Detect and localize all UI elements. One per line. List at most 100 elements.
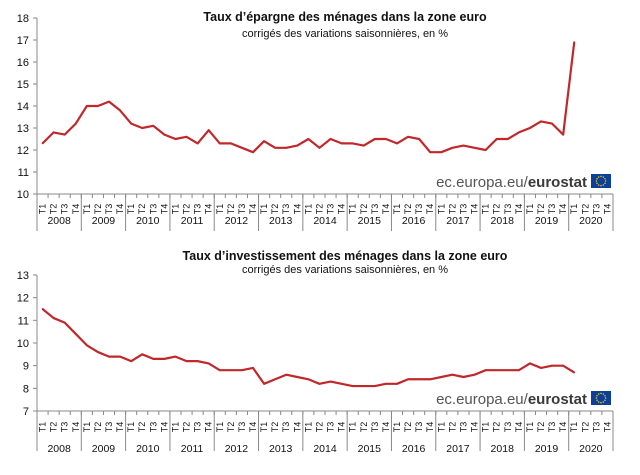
chart-title: Taux d’investissement des ménages dans l… [183,249,508,263]
data-point [495,369,498,372]
quarter-tick-label: T4 [470,204,480,215]
y-tick-label: 11 [18,167,29,179]
data-point [141,353,144,356]
data-point [163,357,166,360]
quarter-tick-label: T2 [182,422,192,433]
quarter-tick-label: T1 [348,204,358,215]
data-point [296,144,299,147]
eu-flag-star [600,175,602,178]
series-line [41,308,575,388]
data-point [207,362,210,365]
data-point [119,355,121,358]
quarter-tick-label: T3 [104,422,114,433]
data-point [174,138,177,140]
data-point [63,321,66,324]
data-point [241,146,243,149]
quarter-tick-label: T1 [348,422,358,433]
quarter-tick-label: T1 [259,422,269,433]
quarter-tick-label: T3 [281,422,291,433]
data-point [41,308,44,310]
data-point [74,122,77,125]
quarter-tick-label: T2 [580,422,590,433]
data-point [318,382,321,385]
quarter-tick-label: T2 [182,204,192,215]
quarter-tick-label: T2 [492,422,502,433]
data-point [218,142,221,145]
y-tick-label: 15 [17,79,29,91]
quarter-tick-label: T4 [159,422,169,433]
year-label: 2018 [491,215,515,227]
data-point [85,344,88,347]
year-label: 2010 [136,215,160,227]
year-label: 2009 [92,215,116,227]
data-point [462,376,465,378]
eu-flag-star [595,180,598,182]
data-point [285,373,288,376]
data-point [529,127,531,129]
quarter-tick-label: T2 [359,422,369,433]
data-point [152,357,155,360]
eu-flag-star [602,393,605,395]
year-label: 2014 [313,215,337,227]
quarter-tick-label: T3 [503,422,513,433]
data-point [373,385,376,387]
data-point [351,385,354,387]
quarter-tick-label: T1 [303,422,313,433]
quarter-tick-label: T3 [414,422,424,433]
eu-flag-star [604,397,607,399]
data-point [307,138,310,140]
data-point [362,144,365,147]
data-point [252,151,254,154]
quarter-tick-label: T1 [436,422,446,433]
data-point [562,133,565,136]
data-point [340,382,343,385]
year-label: 2008 [47,215,71,227]
data-point [473,373,476,376]
data-point [573,371,576,374]
data-point [484,149,487,151]
data-point [285,146,288,149]
data-point [141,127,144,129]
quarter-tick-label: T3 [237,422,247,433]
data-point [551,122,553,125]
quarter-tick-label: T4 [115,204,125,215]
data-point [307,378,310,381]
eu-flag-star [597,176,600,178]
eu-flag-star [600,392,602,395]
y-tick-label: 9 [23,361,29,373]
quarter-tick-label: T4 [381,204,391,215]
quarter-tick-label: T2 [447,422,457,433]
data-point [52,131,55,134]
data-point [274,146,277,149]
year-label: 2017 [446,443,470,455]
eu-flag-star [604,180,607,182]
data-point [385,382,387,385]
data-point [329,138,332,140]
quarter-tick-label: T3 [326,204,336,215]
quarter-tick-label: T4 [204,422,214,433]
quarter-tick-label: T2 [314,422,324,433]
quarter-tick-label: T3 [503,204,513,215]
data-point [540,120,542,123]
data-point [229,142,232,145]
data-point [540,367,542,369]
quarter-tick-label: T1 [38,204,48,215]
chart-panel-1: Taux d’épargne des ménages dans la zone … [17,10,614,231]
data-point [462,144,465,147]
y-tick-label: 13 [17,123,29,135]
quarter-tick-label: T2 [403,422,413,433]
data-point [506,138,509,140]
quarter-tick-label: T1 [392,204,402,215]
quarter-tick-label: T1 [481,204,491,215]
quarter-tick-label: T3 [414,204,424,215]
quarter-tick-label: T2 [226,204,236,215]
quarter-tick-label: T1 [82,204,92,215]
y-tick-label: 16 [17,57,29,69]
quarter-tick-label: T3 [148,422,158,433]
eu-flag-star [596,394,598,397]
chart-panel-2: Taux d’investissement des ménages dans l… [17,249,614,455]
data-point [85,105,88,107]
year-label: 2011 [181,215,204,227]
year-label: 2020 [579,215,603,227]
data-point [473,146,476,149]
